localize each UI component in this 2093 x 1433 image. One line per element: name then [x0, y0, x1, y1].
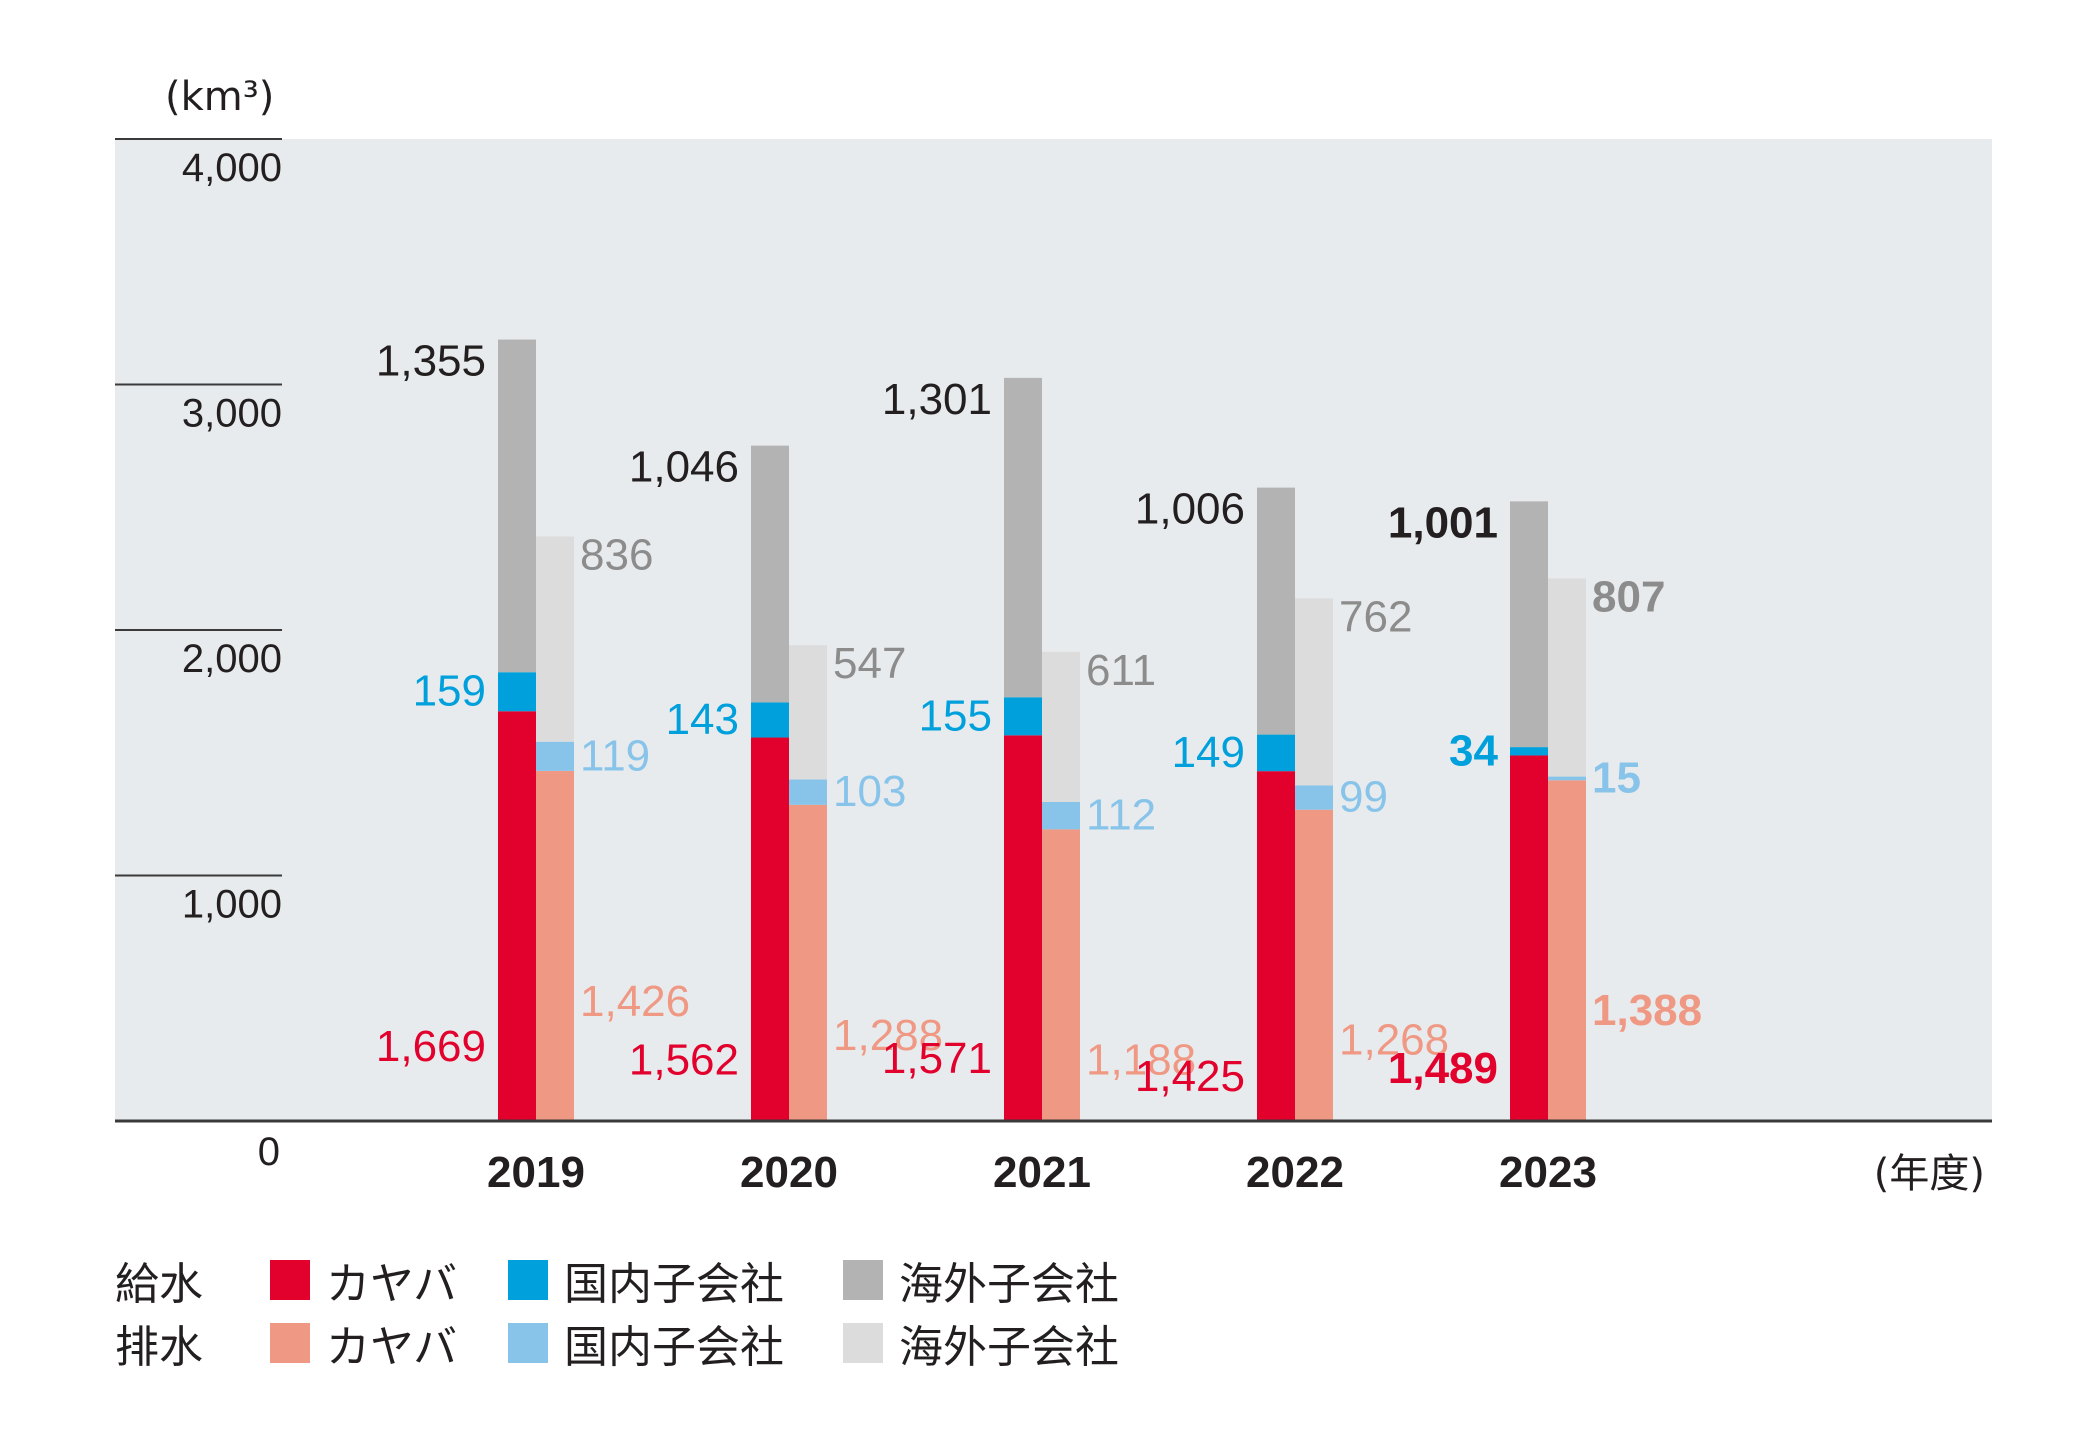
supply-domestic-bar — [1510, 747, 1548, 756]
drain-overseas-bar — [1548, 578, 1586, 777]
supply-domestic-value-label: 34 — [1449, 726, 1498, 775]
drain-overseas-bar — [536, 536, 574, 742]
x-tick-labels: 2019 2020 2021 2022 2023 — [487, 1148, 1597, 1197]
supply-domestic-value-label: 149 — [1172, 728, 1245, 777]
x-tick-label: 2023 — [1499, 1148, 1597, 1197]
drain-kyb-value-label: 1,426 — [580, 977, 690, 1026]
supply-overseas-value-label: 1,301 — [882, 375, 992, 424]
drain-kyb-bar — [1042, 829, 1080, 1121]
drain-overseas-value-label: 807 — [1592, 572, 1665, 621]
x-tick-label: 2022 — [1246, 1148, 1344, 1197]
drain-domestic-bar — [1548, 776, 1586, 781]
supply-domestic-value-label: 159 — [413, 667, 486, 716]
supply-overseas-bar — [1510, 501, 1548, 748]
drain-kyb-value-label: 1,388 — [1592, 986, 1702, 1035]
y-tick-labels: 4,000 3,000 2,000 1,000 0 — [182, 146, 282, 1174]
supply-overseas-bar — [751, 445, 789, 703]
supply-overseas-value-label: 1,006 — [1135, 485, 1245, 534]
drain-overseas-value-label: 547 — [833, 639, 906, 688]
y-tick-label: 0 — [258, 1130, 280, 1174]
supply-domestic-value-label: 143 — [666, 695, 739, 744]
supply-domestic-bar — [1004, 697, 1042, 736]
x-tick-label: 2019 — [487, 1148, 585, 1197]
supply-domestic-bar — [1257, 734, 1295, 772]
supply-kyb-value-label: 1,425 — [1135, 1052, 1245, 1101]
supply-overseas-bar — [1257, 487, 1295, 735]
supply-kyb-bar — [1004, 735, 1042, 1121]
drain-domestic-bar — [1042, 801, 1080, 830]
y-axis-unit: (km³) — [165, 74, 274, 120]
bar-group — [498, 339, 1586, 1121]
drain-domestic-value-label: 15 — [1592, 753, 1641, 802]
x-tick-label: 2020 — [740, 1148, 838, 1197]
drain-domestic-value-label: 112 — [1086, 791, 1156, 840]
drain-domestic-bar — [536, 741, 574, 771]
supply-overseas-value-label: 1,046 — [629, 443, 739, 492]
x-tick-label: 2021 — [993, 1148, 1091, 1197]
y-tick-label: 2,000 — [182, 637, 282, 681]
supply-overseas-bar — [1004, 377, 1042, 698]
supply-kyb-bar — [498, 711, 536, 1121]
drain-domestic-bar — [1295, 785, 1333, 810]
drain-overseas-value-label: 611 — [1086, 646, 1156, 695]
supply-kyb-bar — [1510, 755, 1548, 1121]
data-labels: 1,669 159 1,355 1,426 119 836 1,562 143 1,046 1,2… — [376, 337, 1702, 1102]
drain-domestic-value-label: 103 — [833, 767, 906, 816]
supply-kyb-bar — [1257, 771, 1295, 1121]
supply-kyb-value-label: 1,669 — [376, 1022, 486, 1071]
supply-overseas-value-label: 1,355 — [376, 337, 486, 386]
drain-domestic-bar — [789, 779, 827, 805]
y-tick-label: 1,000 — [182, 883, 282, 927]
drain-overseas-bar — [789, 645, 827, 780]
supply-overseas-bar — [498, 339, 536, 673]
drain-kyb-bar — [789, 804, 827, 1121]
drain-overseas-value-label: 762 — [1339, 592, 1412, 641]
supply-domestic-bar — [751, 702, 789, 738]
drain-kyb-value-label: 1,288 — [833, 1011, 943, 1060]
drain-kyb-bar — [536, 770, 574, 1121]
drain-kyb-bar — [1295, 809, 1333, 1121]
y-tick-label: 4,000 — [182, 146, 282, 190]
y-gridlines — [115, 138, 282, 877]
drain-kyb-bar — [1548, 780, 1586, 1121]
supply-domestic-value-label: 155 — [919, 691, 992, 740]
drain-domestic-value-label: 99 — [1339, 773, 1388, 822]
supply-kyb-bar — [751, 737, 789, 1121]
drain-kyb-value-label: 1,188 — [1086, 1035, 1196, 1084]
supply-kyb-value-label: 1,571 — [882, 1034, 992, 1083]
drain-domestic-value-label: 119 — [580, 731, 650, 780]
supply-kyb-value-label: 1,562 — [629, 1035, 739, 1084]
drain-overseas-bar — [1295, 598, 1333, 786]
supply-kyb-value-label: 1,489 — [1388, 1044, 1498, 1093]
supply-domestic-bar — [498, 672, 536, 712]
supply-overseas-value-label: 1,001 — [1388, 498, 1498, 547]
y-tick-label: 3,000 — [182, 392, 282, 436]
drain-kyb-value-label: 1,268 — [1339, 1016, 1449, 1065]
x-axis-unit: (年度) — [1874, 1151, 1985, 1197]
drain-overseas-bar — [1042, 651, 1080, 802]
drain-overseas-value-label: 836 — [580, 530, 653, 579]
